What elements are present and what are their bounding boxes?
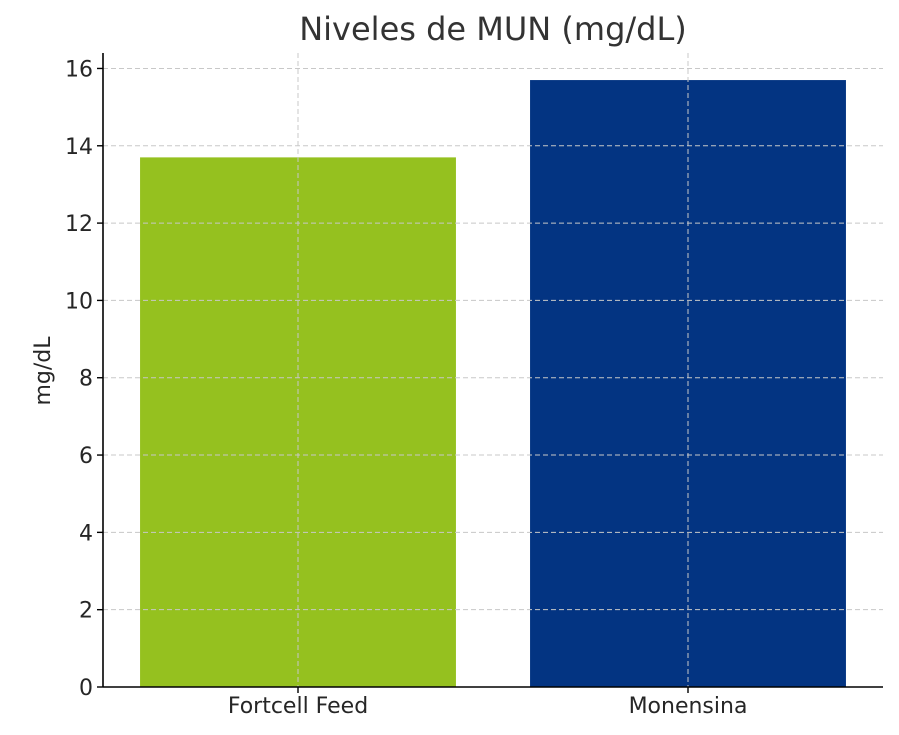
y-axis-label: mg/dL: [31, 336, 56, 406]
chart-title: Niveles de MUN (mg/dL): [299, 10, 687, 48]
x-tick-label: Monensina: [629, 694, 748, 719]
grid-overlay: [103, 53, 883, 687]
axes-layer: [97, 53, 883, 693]
y-tick-label: 6: [79, 444, 93, 469]
y-tick-label: 4: [79, 521, 93, 546]
y-tick-label: 16: [65, 57, 93, 82]
x-category-labels: Fortcell Feed Monensina: [228, 694, 748, 719]
x-tick-label: Fortcell Feed: [228, 694, 368, 719]
y-tick-label: 14: [65, 135, 93, 160]
bars-layer: [140, 80, 846, 687]
y-tick-label: 10: [65, 289, 93, 314]
y-tick-label: 8: [79, 367, 93, 392]
y-tick-label: 12: [65, 212, 93, 237]
y-tick-label: 2: [79, 599, 93, 624]
y-tick-labels: 0 2 4 6 8 10 12 14 16: [65, 57, 93, 701]
y-tick-label: 0: [79, 676, 93, 701]
